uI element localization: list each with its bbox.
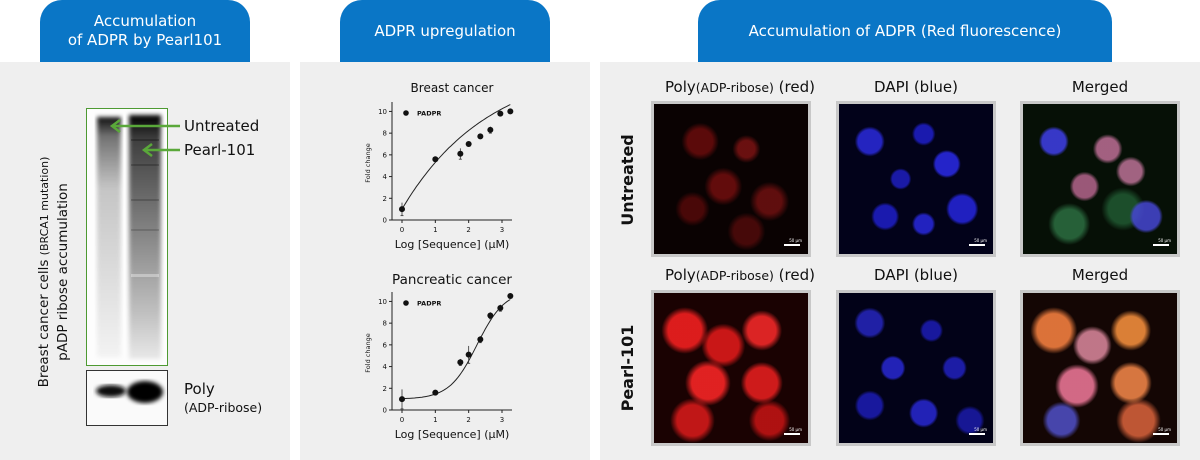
x-tick-label: 1 [433, 416, 437, 424]
breast-cancer-plot: Breast cancer 0 2 4 6 8 10 0 1 2 3 Fold change Log [… [364, 81, 514, 251]
data-point [432, 156, 439, 163]
scale-bar [969, 433, 985, 435]
legend-marker [403, 110, 409, 116]
poly-label: Poly (ADP-ribose) [184, 380, 262, 415]
col-label-dapi-2: DAPI (blue) [874, 266, 958, 284]
y-tick-label: 4 [383, 173, 388, 181]
y-axis-label: Fold change [364, 333, 372, 372]
x-axis-label: Log [Sequence] (μM) [395, 238, 510, 251]
y-tick-label: 8 [383, 320, 387, 328]
pancreatic-cancer-plot: Pancreatic cancer 0 2 4 6 8 10 0 1 2 3 Fold change L… [364, 272, 514, 441]
scale-text: 50 μm [789, 238, 802, 243]
scale-bar [784, 244, 800, 246]
x-tick-label: 3 [500, 226, 504, 234]
data-point [497, 110, 504, 117]
y-axis-label: Fold change [364, 143, 372, 182]
row-label-pearl101: Pearl-101 [618, 324, 637, 412]
western-blot-poly [86, 370, 168, 426]
scale-bar [1153, 244, 1169, 246]
data-point [477, 133, 484, 140]
micrograph-untreated-poly: 50 μm [651, 101, 811, 257]
poly-label-line1: Poly [184, 380, 215, 398]
arrow-untreated-icon [109, 119, 180, 133]
x-tick-label: 0 [400, 416, 404, 424]
scale-bar [969, 244, 985, 246]
left-tab-line2: of ADPR by Pearl101 [67, 31, 223, 49]
data-point [457, 359, 464, 366]
middle-panel-tab: ADPR upregulation [340, 0, 550, 62]
middle-panel [300, 62, 590, 460]
ylabel-line2: pADP ribose accumulation [55, 183, 71, 361]
y-tick-label: 0 [383, 217, 387, 225]
col-label-dapi-1: DAPI (blue) [874, 78, 958, 96]
micrograph-untreated-dapi: 50 μm [836, 101, 996, 257]
fit-curve [401, 104, 511, 210]
left-panel-tab: Accumulation of ADPR by Pearl101 [40, 0, 250, 62]
scale-text: 50 μm [1158, 238, 1171, 243]
micrograph-pearl101-poly: 50 μm [651, 290, 811, 446]
scale-text: 50 μm [789, 427, 802, 432]
chart-title: Pancreatic cancer [392, 272, 512, 288]
arrow-pearl101-label: Pearl-101 [184, 141, 256, 159]
scale-text: 50 μm [974, 238, 987, 243]
legend-label: PADPR [417, 110, 441, 118]
x-axis-label: Log [Sequence] (μM) [395, 428, 510, 441]
scale-bar [784, 433, 800, 435]
data-point [487, 126, 494, 133]
data-point [487, 312, 494, 319]
row-label-untreated: Untreated [618, 134, 637, 226]
y-tick-label: 2 [383, 195, 387, 203]
legend-label: PADPR [417, 300, 441, 308]
scale-text: 50 μm [974, 427, 987, 432]
col-label-poly-2: Poly(ADP-ribose) (red) [665, 266, 815, 284]
x-tick-label: 0 [400, 226, 404, 234]
ylabel-line1b: (BRCA1 mutation) [38, 156, 51, 256]
x-tick-label: 3 [500, 416, 504, 424]
legend-marker [403, 300, 409, 306]
y-tick-label: 10 [378, 108, 387, 116]
data-point [507, 108, 514, 115]
chart-title: Breast cancer [411, 81, 494, 95]
poly-blot-image [96, 381, 163, 403]
data-point [477, 336, 484, 343]
data-point [465, 351, 472, 358]
scale-bar [1153, 433, 1169, 435]
data-point [432, 389, 439, 396]
y-tick-label: 2 [383, 385, 387, 393]
data-point [399, 396, 405, 403]
x-tick-label: 2 [466, 416, 470, 424]
arrow-untreated-label: Untreated [184, 117, 260, 135]
left-tab-line1: Accumulation [93, 12, 197, 30]
right-panel-tab: Accumulation of ADPR (Red fluorescence) [698, 0, 1112, 62]
y-tick-label: 6 [383, 341, 388, 349]
data-point [399, 206, 405, 213]
micrograph-untreated-merged: 50 μm [1020, 101, 1180, 257]
western-blot-image [97, 115, 161, 359]
data-point [457, 150, 464, 157]
y-tick-label: 8 [383, 130, 387, 138]
col-label-merged-2: Merged [1071, 266, 1129, 284]
micrograph-pearl101-dapi: 50 μm [836, 290, 996, 446]
arrow-pearl101-icon [141, 143, 180, 157]
fit-curve [401, 299, 511, 400]
scale-text: 50 μm [1158, 427, 1171, 432]
data-point [497, 304, 504, 311]
data-point [507, 293, 514, 299]
micrograph-pearl101-merged: 50 μm [1020, 290, 1180, 446]
y-tick-label: 6 [383, 151, 388, 159]
y-tick-label: 10 [378, 298, 387, 306]
blot-arrows [109, 119, 180, 157]
y-tick-label: 4 [383, 363, 388, 371]
ylabel-line1a: Breast cancer cells [36, 255, 52, 388]
y-tick-label: 0 [383, 407, 387, 415]
col-label-poly-1: Poly(ADP-ribose) (red) [665, 78, 815, 96]
x-tick-label: 2 [466, 226, 470, 234]
poly-label-line2: (ADP-ribose) [184, 400, 263, 415]
col-label-merged-1: Merged [1071, 78, 1129, 96]
western-blot-ylabel: Breast cancer cells (BRCA1 mutation) pAD… [35, 122, 75, 422]
data-point [465, 141, 472, 147]
x-tick-label: 1 [433, 226, 437, 234]
